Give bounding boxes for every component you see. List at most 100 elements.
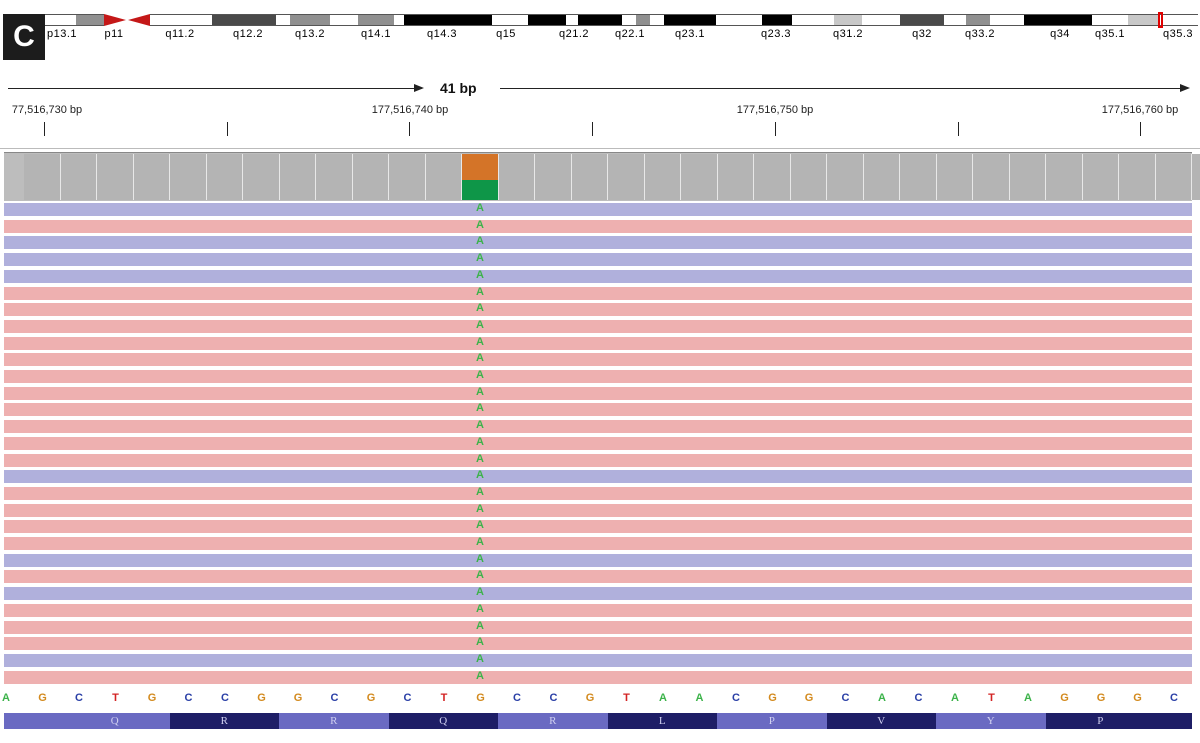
read-row[interactable]: A: [4, 569, 1192, 584]
mismatch-base: A: [476, 335, 484, 348]
ideogram-band: [44, 14, 76, 26]
mismatch-base: A: [476, 402, 484, 415]
coverage-bar: [608, 154, 645, 200]
read-row[interactable]: A: [4, 369, 1192, 383]
ideogram-band: [150, 14, 212, 26]
coverage-bar: [900, 154, 937, 200]
read-row[interactable]: A: [4, 453, 1192, 467]
coverage-bar: [717, 154, 754, 200]
ideogram-band: [358, 14, 394, 26]
band-label: q33.2: [964, 28, 996, 40]
read-row[interactable]: A: [4, 503, 1192, 517]
span-length-label: 41 bp: [440, 80, 477, 96]
read-row[interactable]: A: [4, 419, 1192, 434]
ideogram-band: [246, 14, 276, 26]
chromosome-ideogram[interactable]: [0, 12, 1200, 28]
read-row[interactable]: A: [4, 436, 1192, 450]
reference-base: C: [75, 692, 83, 704]
reference-base: A: [951, 692, 959, 704]
band-labels: p13.1 p11 q11.2 q12.2 q13.2 q14.1 q14.3 …: [0, 28, 1200, 42]
coverage-bar: [535, 154, 572, 200]
mismatch-base: A: [476, 652, 484, 665]
band-label: q11.2: [165, 28, 195, 40]
ideogram-band: [834, 14, 862, 26]
coverage-bar: [1009, 154, 1046, 200]
reference-base: C: [513, 692, 521, 704]
codon-block: [4, 713, 60, 729]
read-row[interactable]: A: [4, 235, 1192, 250]
ideogram-band: [664, 14, 716, 26]
read-row[interactable]: A: [4, 218, 1192, 233]
reference-base: C: [221, 692, 229, 704]
read-row[interactable]: A: [4, 386, 1192, 400]
band-label: q31.2: [832, 28, 864, 40]
read-row[interactable]: A: [4, 636, 1192, 651]
reference-base: C: [732, 692, 740, 704]
read-row[interactable]: A: [4, 552, 1192, 567]
mismatch-base: A: [476, 552, 484, 565]
ideogram-band: [76, 14, 104, 26]
reference-base: G: [804, 692, 814, 704]
read-row[interactable]: A: [4, 536, 1192, 550]
ideogram-band: [966, 14, 990, 26]
current-region-marker[interactable]: [1158, 12, 1163, 28]
ideogram-band: [990, 14, 1024, 26]
read-row[interactable]: A: [4, 402, 1192, 417]
read-row[interactable]: A: [4, 335, 1192, 350]
reference-base: C: [914, 692, 923, 704]
coordinate-ruler[interactable]: 77,516,730 bp 177,516,740 bp 177,516,750…: [0, 104, 1200, 149]
reference-base: G: [1096, 692, 1106, 704]
mismatch-base: A: [476, 636, 484, 649]
read-row[interactable]: A: [4, 485, 1192, 500]
band-label: q22.1: [614, 28, 646, 40]
coverage-bar: [790, 154, 827, 200]
read-row[interactable]: A: [4, 269, 1192, 283]
coverage-track[interactable]: [4, 152, 1200, 201]
reference-base: A: [2, 692, 10, 704]
read-row[interactable]: A: [4, 670, 1192, 684]
panel-label: C: [3, 14, 45, 60]
band-label: q15: [496, 28, 516, 40]
arrow-right-icon: [1180, 84, 1190, 92]
ideogram-band: [290, 14, 330, 26]
ideogram-band: [1024, 14, 1092, 26]
reference-base: A: [695, 692, 704, 704]
reference-base: G: [293, 692, 303, 704]
read-row[interactable]: A: [4, 302, 1192, 317]
read-row[interactable]: A: [4, 652, 1192, 667]
read-row[interactable]: A: [4, 352, 1192, 367]
reference-base: G: [147, 692, 157, 704]
read-row[interactable]: A: [4, 620, 1192, 634]
reference-base: T: [623, 692, 630, 704]
reference-base: T: [988, 692, 995, 704]
read-row[interactable]: A: [4, 319, 1192, 333]
mismatch-base: A: [476, 352, 484, 365]
coverage-bar: [389, 154, 426, 200]
centromere-icon: [104, 14, 150, 26]
read-row[interactable]: A: [4, 202, 1192, 216]
mismatch-base: A: [476, 602, 484, 615]
mismatch-base: A: [476, 218, 484, 231]
reference-base: G: [366, 692, 376, 704]
read-row[interactable]: A: [4, 519, 1192, 534]
coverage-bar: [644, 154, 681, 200]
mismatch-base: A: [476, 485, 484, 498]
band-label: p13.1: [46, 28, 78, 40]
read-row[interactable]: A: [4, 469, 1192, 484]
band-label: q12.2: [232, 28, 264, 40]
band-label: q14.3: [426, 28, 458, 40]
ideogram-band: [394, 14, 404, 26]
ideogram-band: [212, 14, 246, 26]
codon-block: P: [717, 713, 827, 729]
coverage-bar: [170, 154, 207, 200]
read-row[interactable]: A: [4, 286, 1192, 300]
read-row[interactable]: A: [4, 586, 1192, 601]
coverage-bar: [936, 154, 973, 200]
read-row[interactable]: A: [4, 252, 1192, 267]
reference-base: A: [878, 692, 886, 704]
read-row[interactable]: A: [4, 602, 1192, 617]
ideogram-band: [276, 14, 290, 26]
